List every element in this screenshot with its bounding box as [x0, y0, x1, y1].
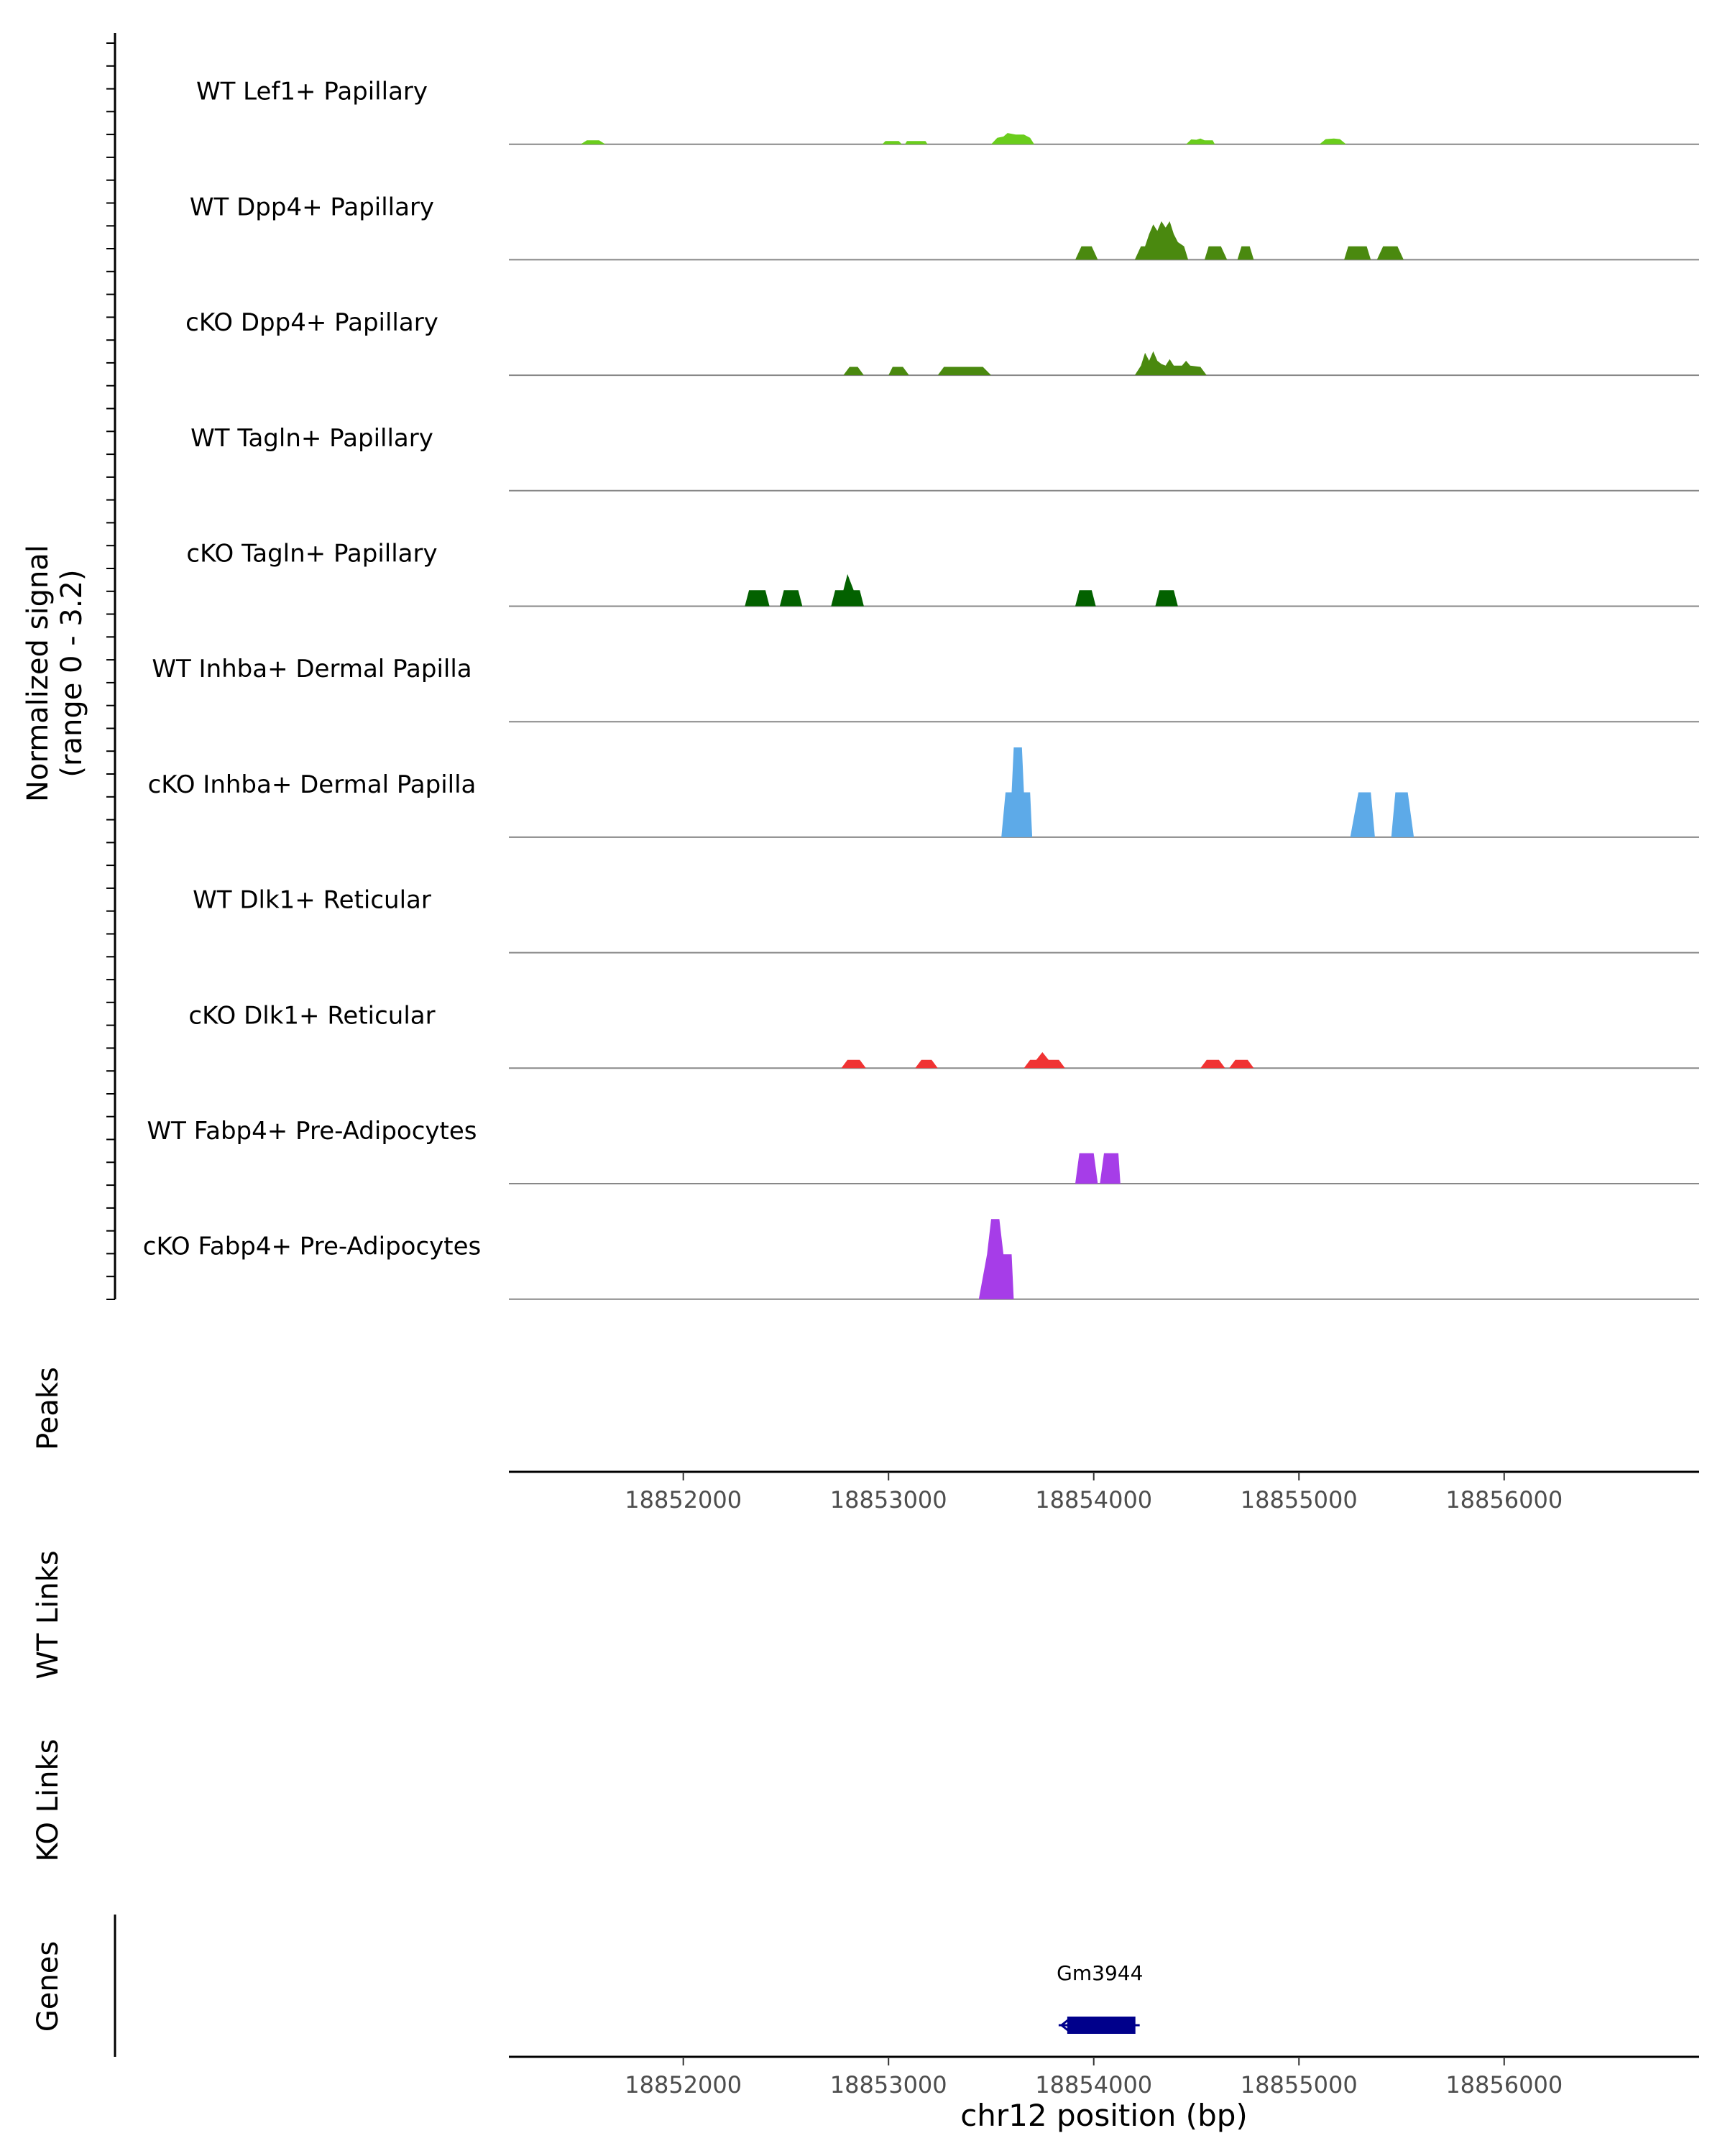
x-tick-label: 18855000 — [1241, 2071, 1358, 2099]
x-tick-label: 18855000 — [1241, 1486, 1358, 1514]
coverage-area — [1186, 138, 1215, 144]
coverage-area — [779, 590, 803, 607]
coverage-area — [1350, 792, 1375, 837]
coverage-y-axis — [106, 33, 116, 1300]
track-4: WT Tagln+ Papillary — [190, 424, 1699, 492]
track-label: WT Inhba+ Dermal Papilla — [152, 655, 472, 683]
track-1: WT Lef1+ Papillary — [196, 78, 1699, 145]
x-axis-title: chr12 position (bp) — [960, 2098, 1248, 2133]
coverage-area — [1391, 792, 1414, 837]
coverage-area — [1001, 747, 1033, 837]
track-label: WT Tagln+ Papillary — [190, 424, 433, 453]
coverage-area — [888, 367, 909, 376]
coverage-y-label-line1: Normalized signal — [22, 545, 55, 802]
genes-x-axis-ticks: 18852000 18853000 18854000 18855000 18856000 — [625, 2057, 1563, 2099]
ko-links-label: KO Links — [32, 1739, 65, 1862]
coverage-area — [882, 141, 902, 144]
coverage-area — [1200, 1059, 1225, 1069]
gene-strand-arrow — [1059, 2018, 1070, 2032]
coverage-area — [841, 1059, 866, 1069]
coverage-area — [991, 133, 1034, 144]
track-label: cKO Inhba+ Dermal Papilla — [148, 770, 477, 799]
coverage-area — [1024, 1052, 1065, 1069]
gene-name: Gm3944 — [1057, 1961, 1143, 1985]
coverage-area — [905, 141, 928, 144]
track-3: cKO Dpp4+ Papillary — [185, 308, 1699, 377]
coverage-area — [1204, 246, 1228, 260]
coverage-area — [1134, 351, 1207, 376]
x-tick-label: 18852000 — [625, 2071, 742, 2099]
track-label: cKO Dlk1+ Reticular — [188, 1001, 435, 1030]
coverage-area — [937, 367, 991, 376]
gene-gm3944: Gm3944 — [1057, 1961, 1143, 2034]
track-label: WT Lef1+ Papillary — [196, 78, 428, 106]
track-8: WT Dlk1+ Reticular — [193, 886, 1699, 954]
coverage-area — [843, 367, 864, 376]
x-tick-label: 18852000 — [625, 1486, 742, 1514]
x-tick-label: 18854000 — [1035, 2071, 1152, 2099]
genes-label: Genes — [32, 1941, 65, 2032]
x-tick-label: 18854000 — [1035, 1486, 1152, 1514]
x-tick-label: 18853000 — [830, 1486, 947, 1514]
x-tick-label: 18853000 — [830, 2071, 947, 2099]
peaks-x-axis-ticks: 18852000 18853000 18854000 18855000 18856000 — [625, 1472, 1563, 1514]
peaks-label: Peaks — [32, 1367, 65, 1450]
track-label: cKO Fabp4+ Pre-Adipocytes — [143, 1233, 482, 1261]
track-label: WT Fabp4+ Pre-Adipocytes — [147, 1117, 477, 1146]
track-label: WT Dlk1+ Reticular — [193, 886, 431, 915]
track-5: cKO Tagln+ Papillary — [186, 540, 1699, 607]
track-6: WT Inhba+ Dermal Papilla — [152, 655, 1699, 723]
coverage-area — [745, 590, 770, 607]
coverage-area — [1075, 1153, 1098, 1184]
track-9: cKO Dlk1+ Reticular — [188, 1001, 1699, 1069]
coverage-area — [1155, 590, 1178, 607]
track-2: WT Dpp4+ Papillary — [190, 193, 1699, 261]
track-label: WT Dpp4+ Papillary — [190, 193, 434, 221]
coverage-area — [1376, 246, 1404, 260]
track-11: cKO Fabp4+ Pre-Adipocytes — [143, 1219, 1699, 1300]
track-label: cKO Tagln+ Papillary — [186, 540, 437, 568]
coverage-area — [1075, 590, 1096, 607]
x-tick-label: 18856000 — [1445, 1486, 1563, 1514]
coverage-tracks: WT Lef1+ Papillary WT Dpp4+ Papillary cKO … — [143, 78, 1699, 1300]
coverage-area — [1319, 138, 1346, 144]
coverage-area — [978, 1219, 1014, 1299]
coverage-area — [1237, 246, 1254, 260]
x-tick-label: 18856000 — [1445, 2071, 1563, 2099]
coverage-area — [1229, 1059, 1254, 1069]
gene-exon — [1067, 2017, 1136, 2034]
wt-links-label: WT Links — [32, 1550, 65, 1679]
coverage-area — [1100, 1153, 1121, 1184]
coverage-area — [831, 573, 864, 607]
track-label: cKO Dpp4+ Papillary — [185, 308, 438, 337]
coverage-area — [1134, 221, 1189, 260]
coverage-area — [915, 1059, 938, 1069]
coverage-y-label-line2: (range 0 - 3.2) — [55, 569, 88, 777]
track-10: WT Fabp4+ Pre-Adipocytes — [147, 1117, 1699, 1184]
coverage-area — [580, 140, 606, 144]
coverage-area — [1075, 246, 1098, 260]
gene-annotations: Gm3944 — [1057, 1961, 1143, 2034]
coverage-area — [1344, 246, 1371, 260]
track-7: cKO Inhba+ Dermal Papilla — [148, 747, 1699, 838]
